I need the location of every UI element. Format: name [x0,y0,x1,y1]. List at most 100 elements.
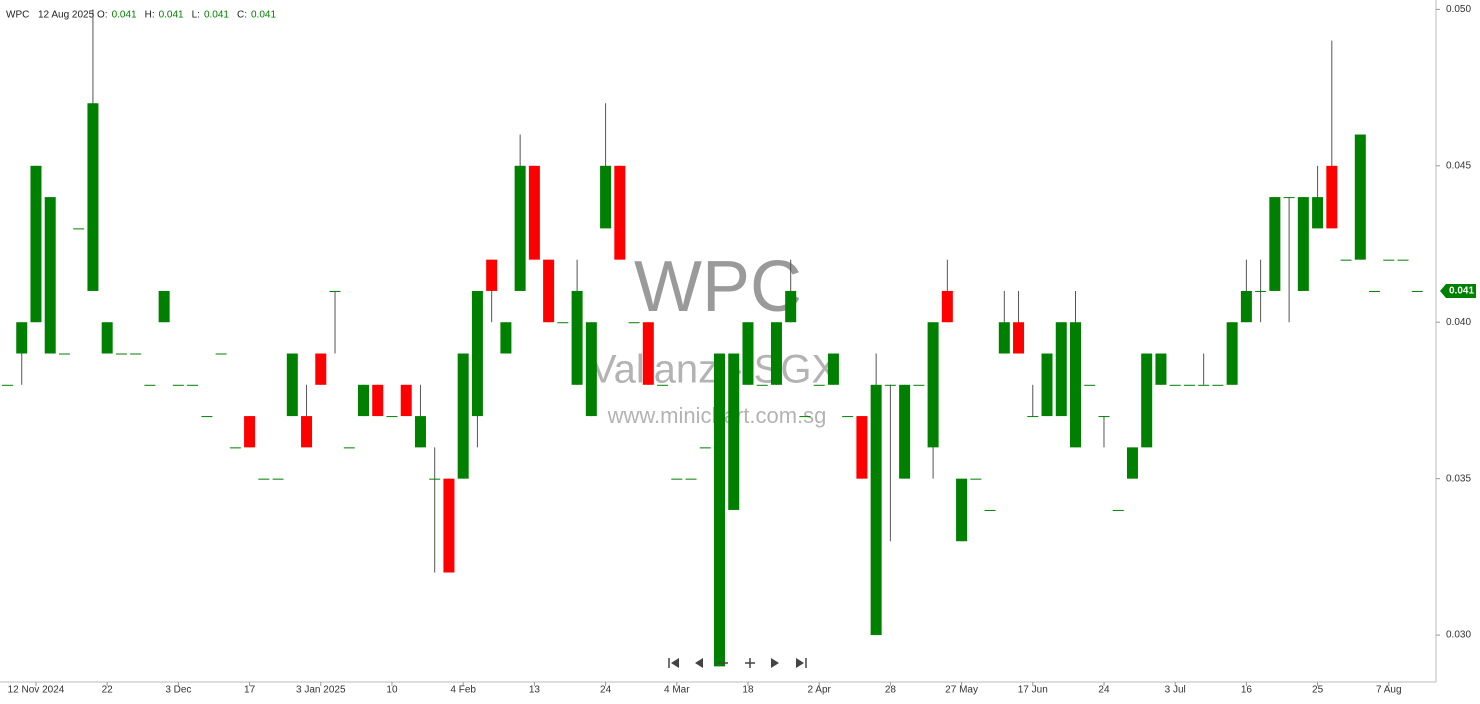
candle-body [301,416,313,448]
candle-body [1098,416,1110,418]
candle-body [30,165,42,323]
candle-body [172,384,184,386]
x-tick-label: 3 Jan 2025 [296,685,346,696]
x-tick-label: 17 Jun [1018,685,1048,696]
x-tick-label: 16 [1241,685,1253,696]
candle-body [1198,384,1210,386]
candle-body [614,165,626,260]
date: 12 Aug 2025 [38,10,95,21]
candle-body [400,384,412,417]
plot [2,9,1423,667]
x-tick-label: 28 [885,685,897,696]
candle-body [642,322,654,385]
candle-body [386,416,398,418]
y-tick-label: 0.050 [1446,4,1471,15]
candle-body [229,447,241,449]
candle-body [913,384,925,386]
x-tick-label: 12 Nov 2024 [8,685,65,696]
field-label: L: [192,10,200,21]
y-tick-label: 0.040 [1446,317,1471,328]
candle-body [1340,259,1352,261]
candle-body [1226,322,1238,385]
candle-body [1326,165,1338,229]
candle-body [870,384,882,636]
candle-body [856,416,868,479]
x-tick-label: 18 [742,685,754,696]
candle-body [1240,290,1252,323]
candle-body [1255,290,1267,292]
candle-body [543,259,555,323]
candle-body [414,416,426,448]
x-tick-label: 2 Apr [808,685,832,696]
nav-last[interactable] [796,658,807,668]
candle-body [742,322,754,385]
x-tick-label: 3 Dec [165,685,191,696]
candle-body [2,384,13,386]
candle-body [1397,259,1409,261]
nav-zoom-in[interactable] [745,658,755,668]
candle-body [258,478,270,480]
candle-body [443,478,455,573]
candle-body [557,322,569,324]
candle-body [58,353,70,355]
candle-body [941,290,953,323]
candle-body [315,353,327,385]
candle-body [130,353,142,355]
nav-first[interactable] [668,658,679,668]
candle-body [585,322,597,417]
candle-body [144,384,156,386]
candle-body [842,416,854,418]
x-tick-label: 27 May [945,685,978,696]
candle-body [471,290,483,417]
candle-body [158,290,170,323]
navigation [668,658,807,668]
candle-body [457,353,469,479]
candle-body [500,322,512,354]
candle-body [1141,353,1153,448]
field-value: 0.041 [159,10,184,21]
candle-body [87,103,99,291]
candle-body [1112,509,1124,511]
candle-body [685,478,697,480]
candle-body [1411,290,1423,292]
x-tick-label: 4 Mar [664,685,690,696]
candle-body [813,384,825,386]
last-price-label: 0.041 [1449,286,1474,297]
candle-body [628,322,640,324]
candle-body [1041,353,1053,417]
candle-body [201,416,213,418]
x-tick-label: 17 [244,685,256,696]
x-tick-label: 22 [102,685,114,696]
candle-body [1354,134,1366,260]
candle-body [984,509,996,511]
candle-body [528,165,540,260]
candle-body [343,447,355,449]
candle-body [600,165,612,229]
field-value: 0.041 [251,10,276,21]
candle-body [1183,384,1195,386]
candle-body [714,353,725,667]
candle-body [827,353,839,385]
nav-prev[interactable] [695,658,703,668]
x-tick-label: 13 [529,685,541,696]
candle-body [1013,322,1025,354]
nav-next[interactable] [771,658,779,668]
candle-body [927,322,939,448]
last-price-tag [1440,283,1476,298]
candle-body [699,447,711,449]
candle-body [115,353,127,355]
candle-body [372,384,384,417]
header: WPC 12 Aug 2025 O: 0.041 H: 0.041 L: 0.041 C: 0… [6,10,276,21]
symbol: WPC [6,10,29,21]
candle-body [657,384,669,386]
candle-body [486,259,498,291]
candle-body [770,322,782,385]
x-tick-label: 7 Aug [1376,685,1402,696]
y-tick-label: 0.035 [1446,473,1471,484]
candle-body [44,197,56,354]
candle-body [329,290,341,292]
candle-body [16,322,28,354]
candle-body [187,384,199,386]
